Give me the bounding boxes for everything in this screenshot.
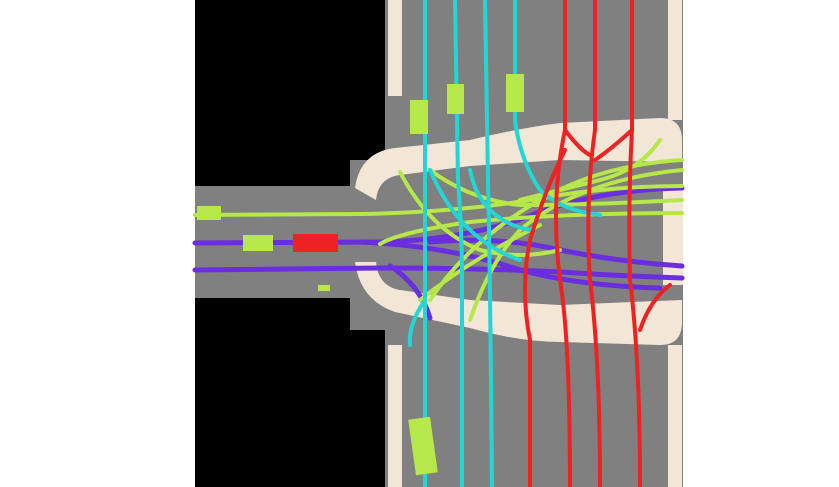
vehicle-north-1 — [410, 100, 428, 134]
route-northbound — [523, 0, 672, 487]
route-southbound — [407, 0, 602, 487]
pedestrian-marker — [318, 285, 330, 291]
ego-vehicle — [293, 234, 338, 252]
vehicle-north-2 — [447, 84, 464, 114]
vehicle-west-1 — [243, 235, 273, 251]
vehicle-west-2 — [197, 206, 221, 220]
crosswalks — [355, 0, 683, 487]
vehicle-south-1 — [408, 416, 438, 476]
vehicles — [197, 74, 524, 476]
vehicle-north-3 — [506, 74, 524, 112]
